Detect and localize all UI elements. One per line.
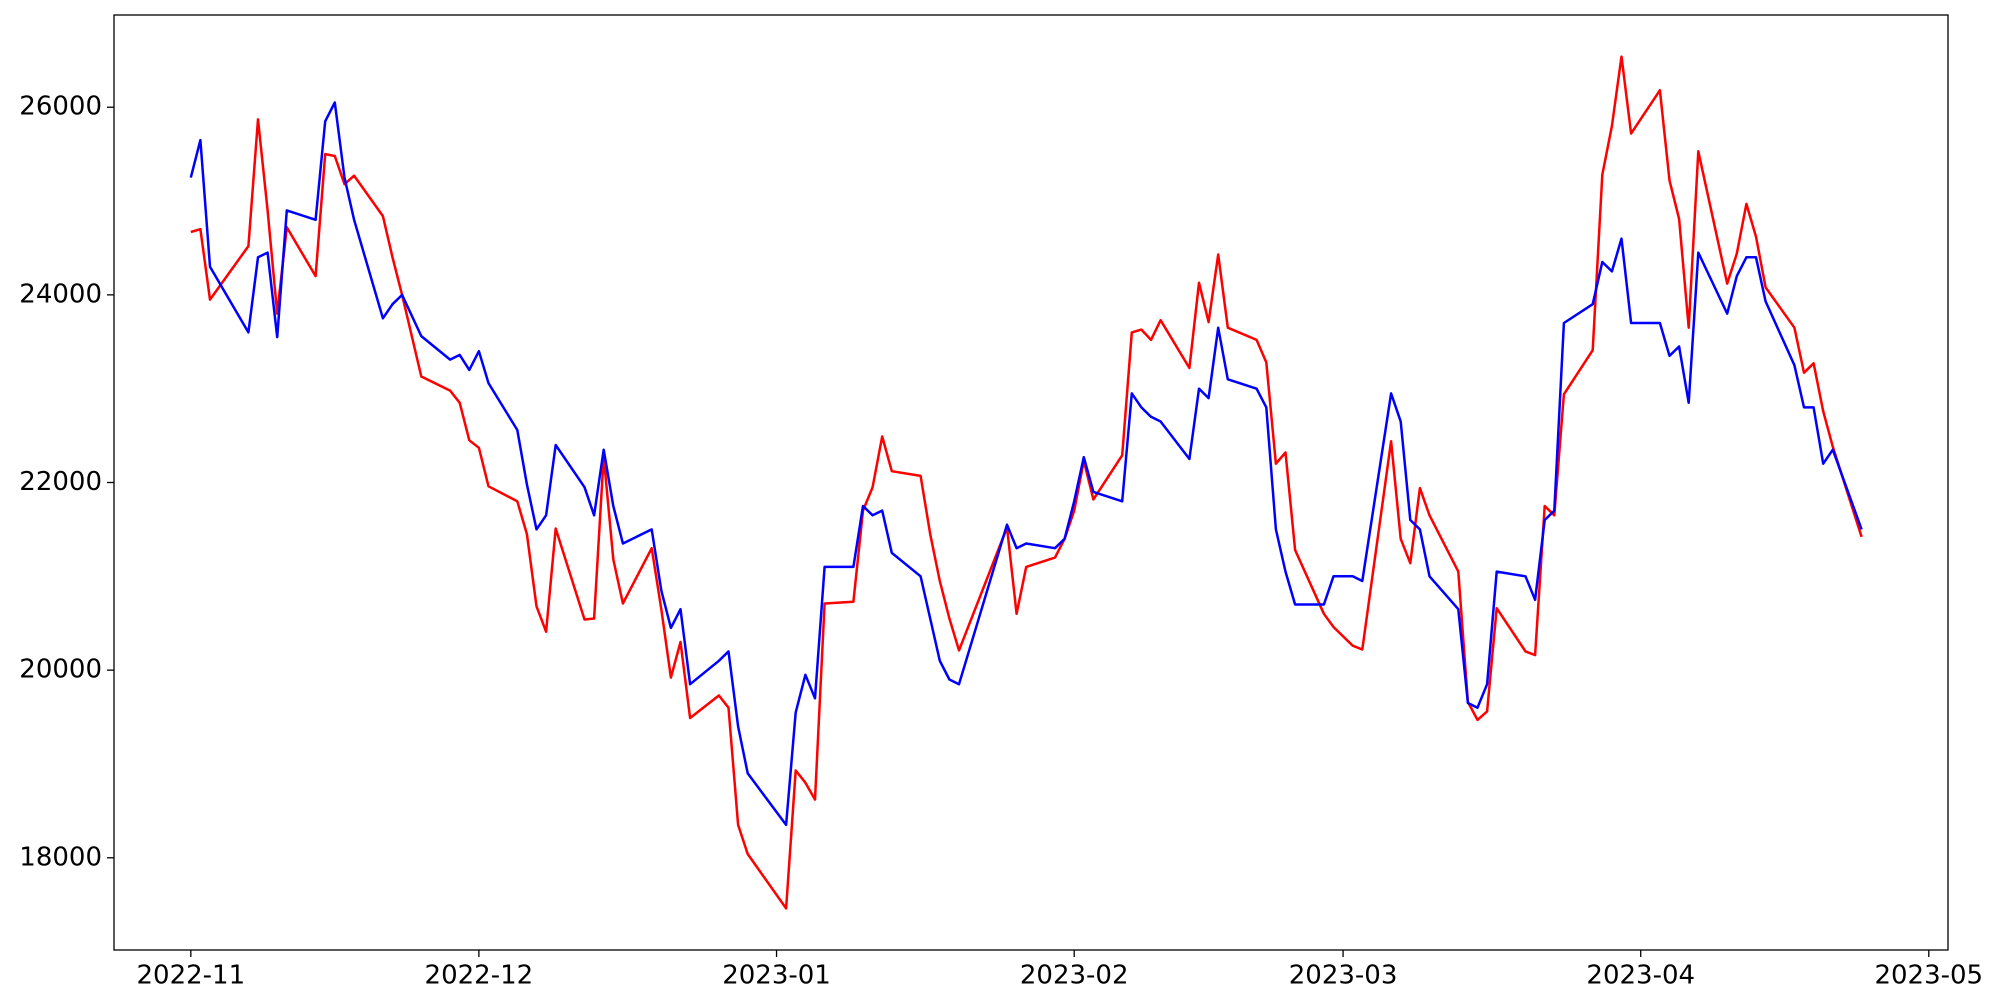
- y-tick-label: 18000: [19, 842, 102, 872]
- x-tick-label: 2023-05: [1874, 961, 1983, 991]
- x-tick-label: 2023-04: [1586, 961, 1695, 991]
- y-tick-label: 26000: [19, 92, 102, 122]
- x-tick-label: 2023-01: [722, 961, 831, 991]
- x-tick-label: 2022-11: [136, 961, 245, 991]
- y-tick-label: 24000: [19, 279, 102, 309]
- plot-frame: [113, 14, 1949, 951]
- x-tick-label: 2023-03: [1289, 961, 1398, 991]
- y-tick-label: 22000: [19, 467, 102, 497]
- series-line: [190, 55, 1863, 910]
- y-tick-label: 20000: [19, 655, 102, 685]
- series-line: [189, 101, 1863, 827]
- x-tick-label: 2023-02: [1020, 961, 1129, 991]
- x-tick-label: 2022-12: [425, 961, 534, 991]
